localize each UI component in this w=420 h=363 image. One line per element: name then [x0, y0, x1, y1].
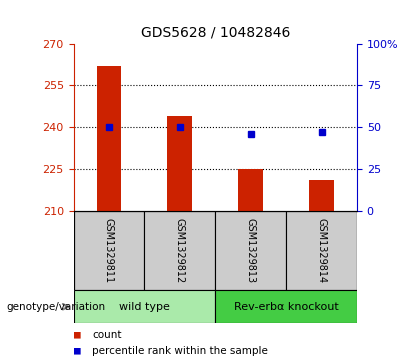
- Text: count: count: [92, 330, 122, 339]
- Text: ■: ■: [74, 330, 80, 339]
- Bar: [144, 211, 215, 290]
- Bar: [168, 116, 192, 211]
- Bar: [74, 211, 144, 290]
- Text: GSM1329812: GSM1329812: [175, 218, 185, 283]
- Text: percentile rank within the sample: percentile rank within the sample: [92, 346, 268, 356]
- Bar: [309, 180, 334, 211]
- Text: GSM1329811: GSM1329811: [104, 218, 114, 283]
- Text: GSM1329814: GSM1329814: [317, 218, 327, 283]
- Text: genotype/variation: genotype/variation: [6, 302, 105, 312]
- Bar: [215, 290, 357, 323]
- Bar: [74, 290, 215, 323]
- Title: GDS5628 / 10482846: GDS5628 / 10482846: [141, 26, 290, 40]
- Text: GSM1329813: GSM1329813: [246, 218, 256, 283]
- Text: wild type: wild type: [119, 302, 170, 312]
- Bar: [286, 211, 357, 290]
- Bar: [97, 66, 121, 211]
- Bar: [215, 211, 286, 290]
- Bar: [238, 169, 263, 211]
- Text: Rev-erbα knockout: Rev-erbα knockout: [234, 302, 339, 312]
- Text: ■: ■: [74, 346, 80, 356]
